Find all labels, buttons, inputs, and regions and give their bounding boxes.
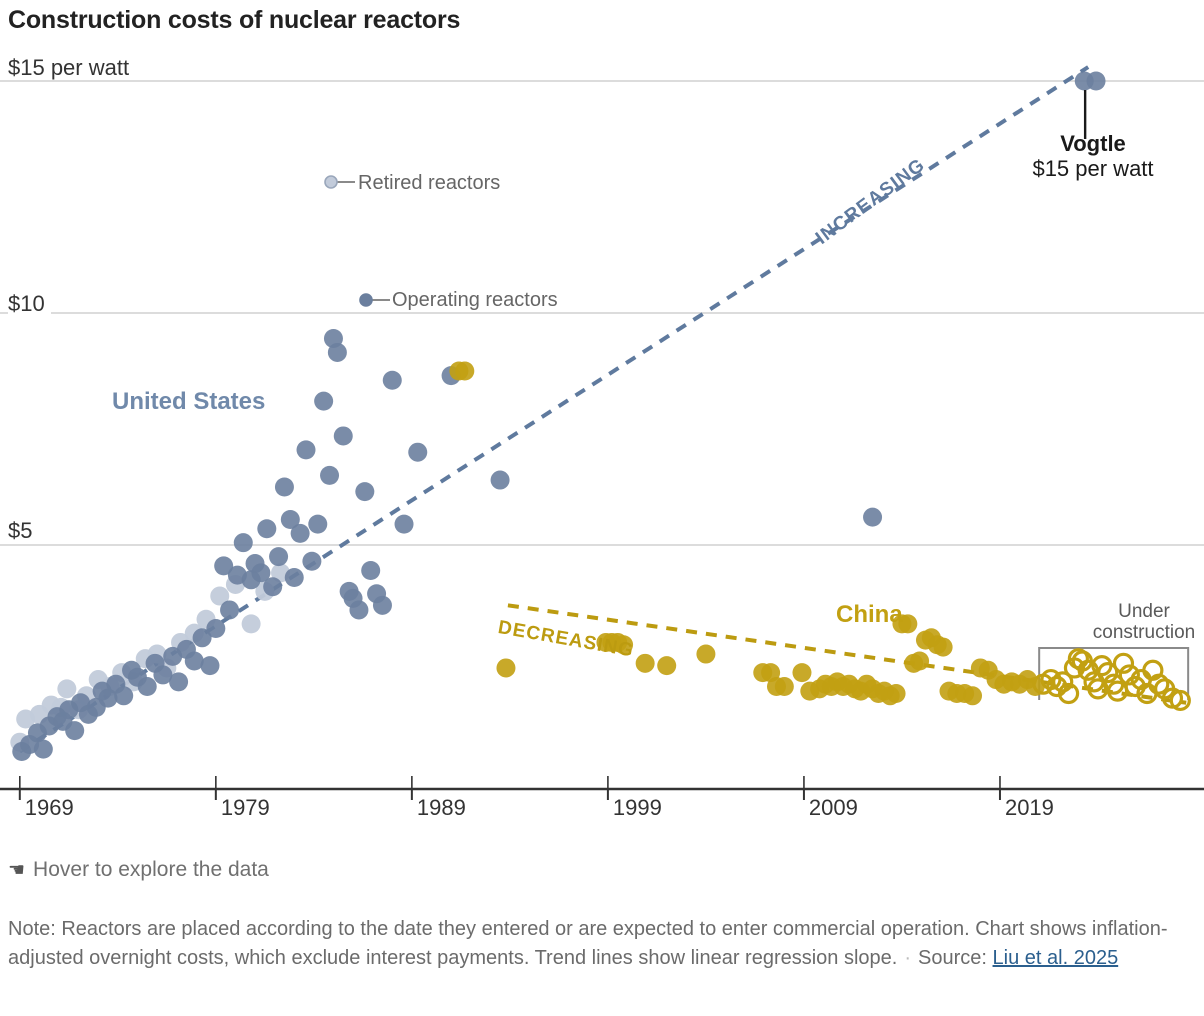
data-point bbox=[214, 556, 234, 576]
data-point bbox=[361, 561, 381, 581]
data-point bbox=[153, 665, 173, 685]
note-text: Note: Reactors are placed according to t… bbox=[8, 918, 1168, 969]
data-point bbox=[614, 635, 634, 655]
data-point bbox=[898, 614, 918, 634]
under-construction-bracket bbox=[1038, 647, 1190, 700]
y-axis-label-10: $10 bbox=[8, 293, 51, 315]
series-2 bbox=[449, 361, 1045, 706]
page-title: Construction costs of nuclear reactors bbox=[8, 6, 461, 34]
y-axis-label-5: $5 bbox=[8, 520, 39, 542]
data-point bbox=[169, 672, 189, 692]
data-point bbox=[963, 686, 983, 706]
data-point bbox=[257, 519, 277, 539]
under-construction-label: Under construction bbox=[1092, 601, 1196, 644]
data-point bbox=[57, 679, 77, 699]
source-prefix: Source: bbox=[918, 947, 987, 969]
y-axis-label-15: $15 per watt bbox=[8, 57, 136, 79]
data-point bbox=[1112, 652, 1135, 674]
data-point bbox=[1057, 682, 1080, 705]
x-axis-label-1979: 1979 bbox=[220, 795, 270, 820]
data-point bbox=[314, 391, 334, 411]
series-1 bbox=[12, 71, 1106, 761]
source-link[interactable]: Liu et al. 2025 bbox=[992, 947, 1119, 969]
data-point bbox=[792, 663, 812, 683]
series-3 bbox=[1032, 648, 1191, 712]
data-point bbox=[372, 595, 392, 615]
data-point bbox=[114, 686, 134, 706]
trend-line-1 bbox=[507, 603, 1187, 705]
data-point bbox=[284, 567, 304, 587]
data-point bbox=[280, 509, 300, 529]
data-point bbox=[220, 600, 240, 620]
data-point bbox=[290, 523, 310, 543]
data-point bbox=[1052, 671, 1074, 693]
chart-svg bbox=[0, 65, 1204, 800]
data-point bbox=[251, 563, 271, 583]
data-point bbox=[1118, 664, 1140, 686]
data-point bbox=[327, 342, 347, 362]
data-point bbox=[333, 426, 353, 446]
data-point bbox=[233, 533, 253, 553]
data-point bbox=[635, 653, 655, 673]
data-point bbox=[206, 619, 226, 639]
data-point bbox=[137, 677, 157, 697]
x-axis-label-1989: 1989 bbox=[416, 795, 466, 820]
data-point bbox=[657, 656, 677, 676]
vogtle-callout: Vogtle $15 per watt bbox=[1000, 131, 1186, 181]
data-point bbox=[1169, 689, 1191, 712]
data-point bbox=[269, 547, 289, 567]
data-point bbox=[184, 651, 204, 671]
hover-hint: ☚ Hover to explore the data bbox=[8, 858, 269, 882]
data-point bbox=[1097, 661, 1119, 684]
x-axis-label-1969: 1969 bbox=[24, 795, 74, 820]
vogtle-name: Vogtle bbox=[1060, 131, 1126, 156]
legend-marker-operating bbox=[359, 293, 373, 307]
data-point bbox=[302, 551, 322, 571]
series-label-china: China bbox=[836, 601, 903, 628]
data-point bbox=[200, 656, 220, 676]
data-point bbox=[296, 440, 316, 460]
pointing-hand-icon: ☚ bbox=[8, 859, 26, 881]
chart-plot-area[interactable] bbox=[0, 0, 1204, 800]
data-point bbox=[863, 507, 883, 527]
x-axis-label-2019: 2019 bbox=[1004, 795, 1054, 820]
data-point bbox=[263, 577, 283, 597]
legend-item-retired[interactable]: Retired reactors bbox=[358, 172, 501, 194]
hover-hint-text: Hover to explore the data bbox=[33, 858, 269, 881]
data-point bbox=[490, 470, 510, 490]
legend-marker-retired bbox=[324, 175, 338, 189]
data-point bbox=[496, 658, 516, 678]
data-point bbox=[394, 514, 414, 534]
data-point bbox=[1148, 673, 1170, 695]
footer-note: Note: Reactors are placed according to t… bbox=[8, 915, 1188, 973]
data-point bbox=[320, 465, 340, 485]
note-separator: · bbox=[904, 947, 912, 969]
vogtle-value: $15 per watt bbox=[1032, 155, 1154, 181]
data-point bbox=[1086, 71, 1106, 91]
data-point bbox=[274, 477, 294, 497]
x-axis-label-1999: 1999 bbox=[612, 795, 662, 820]
data-point bbox=[886, 683, 906, 703]
data-point bbox=[910, 651, 930, 671]
data-point bbox=[349, 600, 369, 620]
data-point bbox=[210, 586, 230, 606]
x-axis-label-2009: 2009 bbox=[808, 795, 858, 820]
data-point bbox=[192, 628, 212, 648]
data-point bbox=[33, 739, 53, 759]
data-point bbox=[1077, 659, 1099, 681]
data-point bbox=[774, 677, 794, 697]
data-point bbox=[65, 721, 85, 741]
data-point bbox=[382, 370, 402, 390]
data-point bbox=[98, 688, 118, 708]
data-point bbox=[355, 482, 375, 502]
data-point bbox=[933, 637, 953, 657]
data-point bbox=[455, 361, 475, 381]
legend-item-operating[interactable]: Operating reactors bbox=[392, 289, 558, 311]
data-point bbox=[308, 514, 328, 534]
series-label-united-states: United States bbox=[112, 388, 266, 415]
data-point bbox=[408, 442, 428, 462]
data-point bbox=[241, 614, 261, 634]
data-point bbox=[696, 644, 716, 664]
